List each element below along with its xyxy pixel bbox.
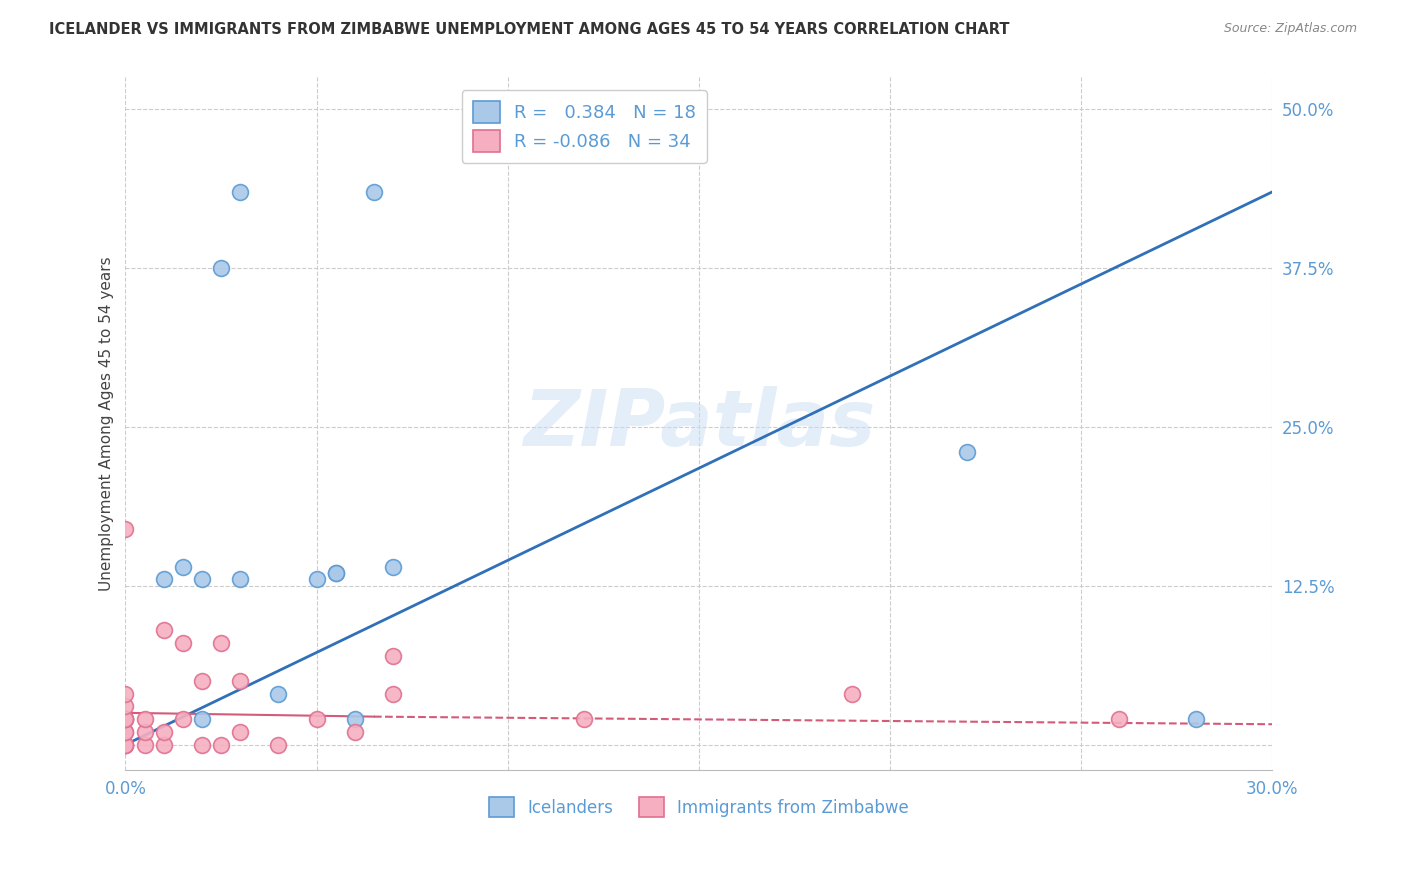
Point: [382, 687, 405, 701]
Point: [191, 573, 214, 587]
Point: [152, 738, 174, 752]
Point: [229, 185, 252, 199]
Point: [172, 636, 194, 650]
Text: ICELANDER VS IMMIGRANTS FROM ZIMBABWE UNEMPLOYMENT AMONG AGES 45 TO 54 YEARS COR: ICELANDER VS IMMIGRANTS FROM ZIMBABWE UN…: [49, 22, 1010, 37]
Y-axis label: Unemployment Among Ages 45 to 54 years: Unemployment Among Ages 45 to 54 years: [100, 256, 114, 591]
Point: [191, 712, 214, 726]
Point: [114, 712, 136, 726]
Point: [134, 712, 156, 726]
Point: [114, 712, 136, 726]
Point: [209, 738, 232, 752]
Point: [114, 699, 136, 714]
Point: [955, 445, 977, 459]
Text: Source: ZipAtlas.com: Source: ZipAtlas.com: [1223, 22, 1357, 36]
Point: [152, 724, 174, 739]
Point: [114, 738, 136, 752]
Point: [229, 724, 252, 739]
Point: [114, 724, 136, 739]
Point: [152, 573, 174, 587]
Point: [382, 559, 405, 574]
Point: [363, 185, 385, 199]
Point: [325, 566, 347, 580]
Point: [152, 624, 174, 638]
Point: [114, 712, 136, 726]
Point: [114, 738, 136, 752]
Point: [114, 738, 136, 752]
Point: [229, 674, 252, 689]
Point: [382, 648, 405, 663]
Legend: Icelanders, Immigrants from Zimbabwe: Icelanders, Immigrants from Zimbabwe: [482, 790, 915, 824]
Point: [191, 738, 214, 752]
Point: [209, 636, 232, 650]
Point: [114, 522, 136, 536]
Point: [229, 573, 252, 587]
Point: [134, 724, 156, 739]
Point: [1108, 712, 1130, 726]
Point: [343, 712, 366, 726]
Point: [343, 724, 366, 739]
Point: [209, 261, 232, 276]
Point: [305, 712, 328, 726]
Text: ZIPatlas: ZIPatlas: [523, 385, 875, 462]
Point: [172, 559, 194, 574]
Point: [114, 738, 136, 752]
Point: [114, 712, 136, 726]
Point: [267, 687, 290, 701]
Point: [1185, 712, 1208, 726]
Point: [478, 95, 501, 110]
Point: [172, 712, 194, 726]
Point: [267, 738, 290, 752]
Point: [191, 674, 214, 689]
Point: [114, 687, 136, 701]
Point: [114, 724, 136, 739]
Point: [325, 566, 347, 580]
Point: [305, 573, 328, 587]
Point: [841, 687, 863, 701]
Point: [134, 738, 156, 752]
Point: [574, 712, 596, 726]
